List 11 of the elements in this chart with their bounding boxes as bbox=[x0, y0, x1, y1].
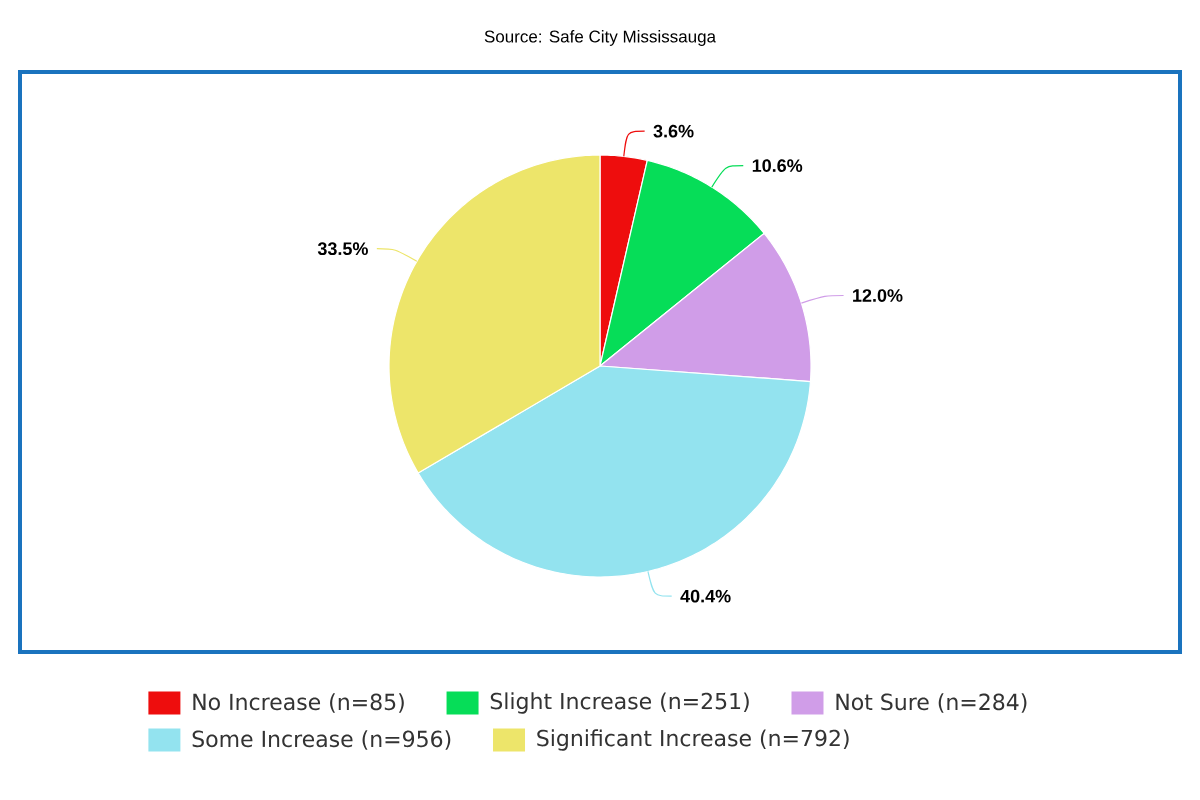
legend-label: No Increase (n=85) bbox=[193, 693, 404, 713]
data-label: 33.5% bbox=[317, 242, 368, 256]
data-label: 40.4% bbox=[680, 589, 731, 603]
data-label: 12.0% bbox=[853, 289, 903, 302]
legend-label: Significant Increase (n=792) bbox=[537, 729, 849, 751]
legend-label: Some Increase (n=956) bbox=[192, 730, 451, 750]
data-label: 3.6% bbox=[653, 124, 694, 138]
source-note: Source: Safe City Mississauga bbox=[484, 30, 717, 46]
data-label: 10.6% bbox=[752, 159, 803, 172]
legend-label: Not Sure (n=284) bbox=[836, 693, 1027, 713]
legend-label: Slight Increase (n=251) bbox=[490, 692, 749, 714]
